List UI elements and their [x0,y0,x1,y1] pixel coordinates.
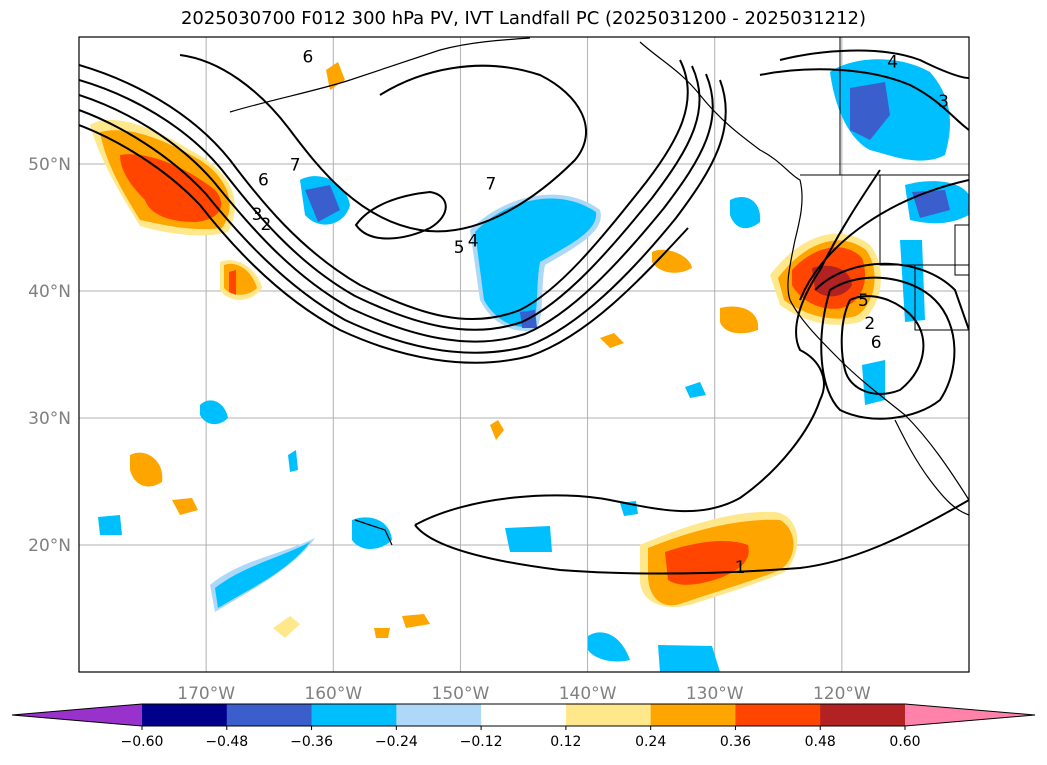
colorbar-segment [481,704,567,726]
contour-label: 5 [858,291,869,311]
colorbar-tick-label: −0.24 [375,734,418,750]
x-tick-label: 120°W [813,684,871,704]
colorbar-tick-label: −0.60 [121,734,164,750]
colorbar-segment [396,704,482,726]
contour-label: 2 [260,215,271,235]
colorbar-tick-label: 0.48 [805,734,836,750]
colorbar-tick-label: 0.60 [889,734,920,750]
colorbar-segment [565,704,652,726]
contour-label: 3 [938,92,949,112]
colorbar-segment [735,704,821,726]
colorbar-tick-label: −0.36 [290,734,333,750]
contour-label: 7 [290,155,301,175]
x-tick-label: 150°W [432,684,490,704]
map-panel [79,37,969,672]
x-tick-label: 130°W [686,684,744,704]
colorbar: −0.60 −0.48 −0.36 −0.24 −0.12 0.12 0.24 0.36 0.4… [11,703,1036,750]
colorbar-tick-label: −0.48 [205,734,248,750]
colorbar-extend-max [905,704,1035,726]
colorbar-extend-min [12,704,142,726]
contour-label: 4 [887,52,898,72]
y-tick-label: 20°N [28,536,71,556]
colorbar-tick-label: 0.24 [635,734,666,750]
map-title: 2025030700 F012 300 hPa PV, IVT Landfall… [180,8,867,29]
contour-label: 6 [302,47,313,67]
contour-label: 1 [735,558,746,578]
colorbar-segment [226,704,313,726]
colorbar-segment [311,704,397,726]
x-tick-label: 140°W [559,684,617,704]
map-frame [78,36,970,673]
colorbar-tick-label: −0.12 [460,734,503,750]
borders [800,37,969,331]
contour-label: 6 [258,171,269,191]
contour-label: 5 [454,238,465,258]
colorbar-segment [820,704,906,726]
colorbar-tick-label: 0.12 [550,734,581,750]
pv-contours [79,49,969,575]
y-tick-label: 50°N [28,155,71,175]
x-axis-ticks: 170°W 160°W 150°W 140°W 130°W 120°W [177,684,871,704]
colorbar-segment [142,704,228,726]
contour-label: 4 [468,232,479,252]
y-axis-ticks: 50°N 40°N 30°N 20°N [28,155,71,556]
contour-label: 7 [486,174,497,194]
x-tick-label: 170°W [177,684,235,704]
contour-label: 3 [252,205,263,225]
colorbar-tick-label: 0.36 [720,734,751,750]
y-tick-label: 30°N [28,409,71,429]
colorbar-segment [650,704,736,726]
y-tick-label: 40°N [28,282,71,302]
contour-label: 2 [864,314,875,334]
contour-label: 6 [871,333,882,353]
x-tick-label: 160°W [304,684,362,704]
